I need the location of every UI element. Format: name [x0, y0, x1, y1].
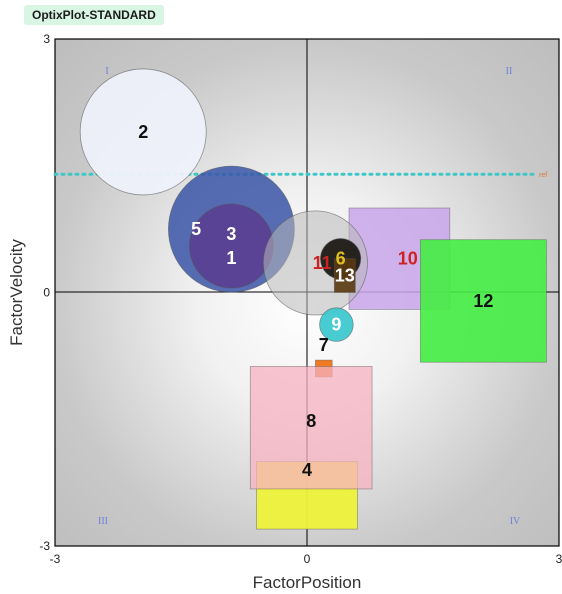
- mark-label-3: 3: [226, 224, 236, 244]
- mark-label-6: 6: [336, 249, 346, 269]
- mark-label-1: 1: [226, 248, 236, 268]
- box-8[interactable]: [249, 366, 373, 490]
- mark-label-2: 2: [138, 122, 148, 142]
- bubble-1[interactable]: [189, 204, 273, 288]
- box-13[interactable]: [333, 258, 356, 293]
- x-tick-label: 3: [556, 552, 562, 566]
- y-tick-label: -3: [39, 539, 50, 553]
- mark-label-9: 9: [331, 315, 341, 335]
- mark-label-7: 7: [319, 335, 329, 355]
- box-12[interactable]: [419, 239, 547, 363]
- x-tick-label: -3: [50, 552, 61, 566]
- quadrant-label-iv: IV: [510, 516, 521, 527]
- mark-label-13: 13: [335, 266, 355, 286]
- x-tick-label: 0: [304, 552, 311, 566]
- mark-label-11: 11: [313, 253, 332, 273]
- mark-label-5: 5: [191, 219, 201, 239]
- bubble-9[interactable]: [319, 307, 354, 342]
- x-axis-label: FactorPosition: [253, 573, 362, 592]
- mark-label-4: 4: [302, 460, 312, 480]
- y-axis-label: FactorVelocity: [7, 239, 26, 346]
- bubble-2[interactable]: [79, 68, 207, 196]
- mark-label-10: 10: [398, 249, 418, 269]
- quadrant-label-iii: III: [98, 516, 108, 527]
- reference-line-label: ref: [539, 172, 547, 179]
- y-tick-label: 3: [43, 32, 50, 46]
- mark-label-8: 8: [306, 411, 316, 431]
- mark-label-12: 12: [473, 291, 493, 311]
- quadrant-label-ii: II: [506, 66, 513, 77]
- app-title-badge: OptixPlot-STANDARD: [24, 5, 164, 25]
- y-tick-label: 0: [43, 286, 50, 300]
- quadrant-label-i: I: [105, 66, 108, 77]
